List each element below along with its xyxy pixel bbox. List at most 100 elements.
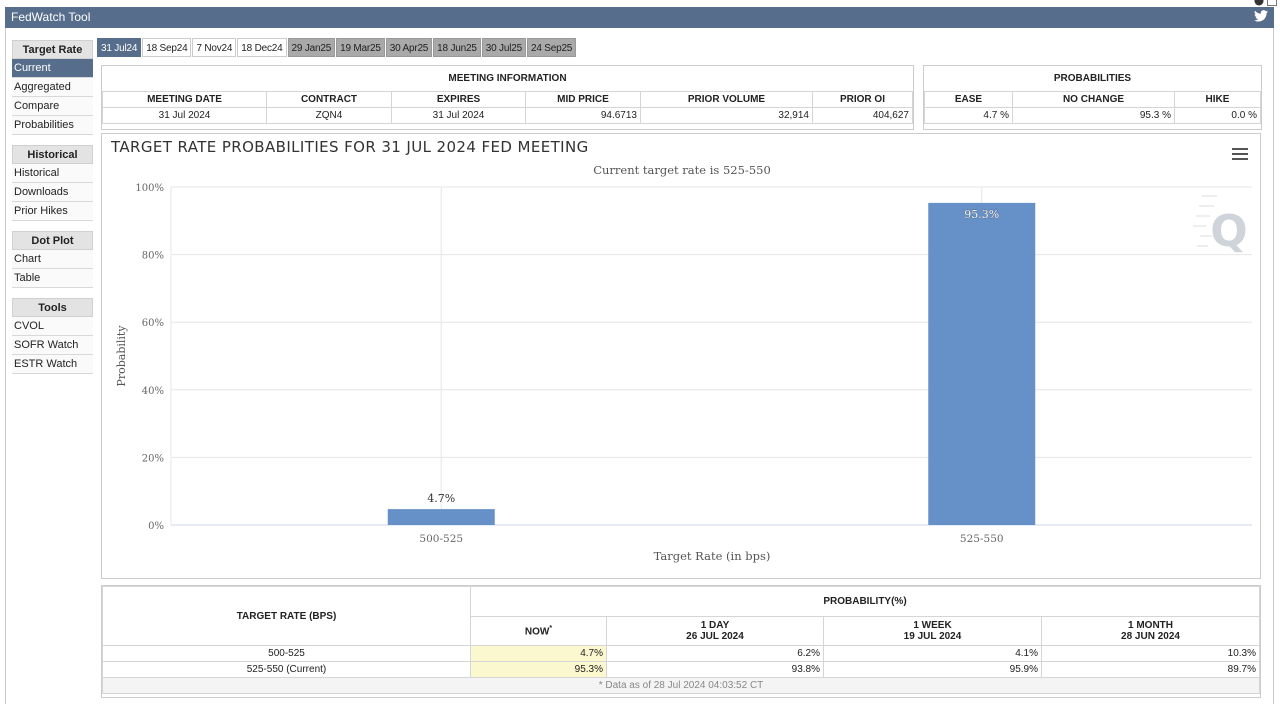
meeting-information-title: MEETING INFORMATION — [448, 73, 567, 84]
col-target-rate-bps: TARGET RATE (BPS) — [102, 586, 471, 646]
y-tick-label: 80% — [142, 251, 164, 262]
sidebar-header-historical: Historical — [12, 145, 93, 164]
probability-header: PROBABILITY(%) — [470, 586, 1260, 617]
col-no-change: NO CHANGE — [1012, 91, 1175, 108]
y-axis-label: Probability — [115, 325, 128, 387]
no-change-value: 95.3 % — [1012, 107, 1175, 124]
sidebar-item-estr-watch[interactable]: ESTR Watch — [12, 355, 93, 374]
table-row: 500-525 4.7% 6.2% 4.1% 10.3% — [102, 645, 1260, 662]
tab-18-dec24[interactable]: 18 Dec24 — [237, 38, 287, 57]
probabilities-title: PROBABILITIES — [1053, 73, 1132, 84]
window-icon[interactable] — [1267, 0, 1277, 6]
row-1-day: 93.8% — [606, 661, 824, 678]
col-contract: CONTRACT — [266, 91, 392, 108]
col-meeting-date: MEETING DATE — [102, 91, 267, 108]
x-tick-label: 500-525 — [419, 533, 463, 545]
row-1-month: 10.3% — [1041, 645, 1260, 662]
tab-7-nov24[interactable]: 7 Nov24 — [192, 38, 237, 57]
col-expires: EXPIRES — [391, 91, 526, 108]
sidebar-item-table[interactable]: Table — [12, 269, 93, 288]
meeting-information-table: MEETING DATE CONTRACT EXPIRES MID PRICE … — [102, 91, 913, 124]
sidebar-item-probabilities[interactable]: Probabilities — [12, 116, 93, 135]
probability-chart: Current target rate is 525-550 Q 4.7% 95.… — [115, 163, 1252, 563]
bar-525-550 — [928, 202, 1036, 526]
help-icon[interactable] — [1254, 0, 1264, 6]
chart-ticks: 0% 20% 40% 60% 80% 100% 500-525 525-550 — [135, 183, 1003, 545]
hamburger-menu-icon[interactable] — [1232, 148, 1248, 160]
tab-29-jan25[interactable]: 29 Jan25 — [287, 38, 336, 57]
mid-price-value: 94.6713 — [525, 107, 641, 124]
window-top-strip — [0, 0, 1280, 7]
y-tick-label: 20% — [142, 453, 164, 464]
sidebar-item-downloads[interactable]: Downloads — [12, 183, 93, 202]
chart-watermark-icon: Q — [1193, 195, 1248, 257]
twitter-icon[interactable] — [1254, 10, 1268, 22]
data-timestamp-footnote: * Data as of 28 Jul 2024 04:03:52 CT — [102, 677, 1260, 694]
tab-31-jul24[interactable]: 31 Jul24 — [97, 38, 142, 57]
table-row: 525-550 (Current) 95.3% 93.8% 95.9% 89.7… — [102, 661, 1260, 678]
probability-history-table: TARGET RATE (BPS) PROBABILITY(%) NOW* 1 … — [102, 586, 1260, 694]
meeting-date-value: 31 Jul 2024 — [102, 107, 267, 124]
sidebar-item-sofr-watch[interactable]: SOFR Watch — [12, 336, 93, 355]
bar-500-525 — [387, 509, 495, 525]
meeting-tabs: 31 Jul24 18 Sep24 7 Nov24 18 Dec24 29 Ja… — [97, 38, 577, 57]
prior-volume-value: 32,914 — [640, 107, 813, 124]
row-rate: 500-525 — [102, 645, 471, 662]
x-axis-label: Target Rate (in bps) — [654, 549, 771, 563]
app-title: FedWatch Tool — [11, 10, 91, 24]
watermark-letter: Q — [1210, 206, 1247, 257]
row-1-day: 6.2% — [606, 645, 824, 662]
tab-30-apr25[interactable]: 30 Apr25 — [385, 38, 433, 57]
y-tick-label: 60% — [142, 318, 164, 329]
probability-history-panel: TARGET RATE (BPS) PROBABILITY(%) NOW* 1 … — [101, 585, 1261, 698]
meeting-information-panel: MEETING INFORMATION MEETING DATE CONTRAC… — [101, 65, 914, 130]
hike-value: 0.0 % — [1174, 107, 1261, 124]
sidebar-item-aggregated[interactable]: Aggregated — [12, 78, 93, 97]
row-rate: 525-550 (Current) — [102, 661, 471, 678]
row-1-week: 4.1% — [823, 645, 1042, 662]
col-1-month: 1 MONTH 28 JUN 2024 — [1041, 616, 1260, 646]
col-mid-price: MID PRICE — [525, 91, 641, 108]
tab-19-mar25[interactable]: 19 Mar25 — [336, 38, 385, 57]
y-tick-label: 100% — [135, 183, 164, 194]
tab-18-jun25[interactable]: 18 Jun25 — [433, 38, 481, 57]
ease-value: 4.7 % — [924, 107, 1013, 124]
sidebar: Target Rate Current Aggregated Compare P… — [12, 40, 93, 374]
sidebar-item-chart[interactable]: Chart — [12, 250, 93, 269]
tab-18-sep24[interactable]: 18 Sep24 — [142, 38, 192, 57]
data-label-525-550: 95.3% — [964, 208, 999, 221]
probabilities-table: EASE NO CHANGE HIKE 4.7 % 95.3 % 0.0 % — [924, 91, 1261, 124]
probability-chart-panel: TARGET RATE PROBABILITIES FOR 31 JUL 202… — [101, 133, 1261, 579]
probabilities-panel: PROBABILITIES EASE NO CHANGE HIKE 4.7 % … — [923, 65, 1262, 130]
col-1-week: 1 WEEK 19 JUL 2024 — [823, 616, 1042, 646]
app-title-bar: FedWatch Tool — [5, 7, 1274, 28]
row-1-week: 95.9% — [823, 661, 1042, 678]
sidebar-header-target-rate: Target Rate — [12, 40, 93, 59]
x-tick-label: 525-550 — [960, 533, 1004, 545]
row-1-month: 89.7% — [1041, 661, 1260, 678]
col-hike: HIKE — [1174, 91, 1261, 108]
row-now: 4.7% — [470, 645, 607, 662]
sidebar-item-compare[interactable]: Compare — [12, 97, 93, 116]
sidebar-header-tools: Tools — [12, 298, 93, 317]
col-prior-oi: PRIOR OI — [812, 91, 913, 108]
prior-oi-value: 404,627 — [812, 107, 913, 124]
chart-title: TARGET RATE PROBABILITIES FOR 31 JUL 202… — [111, 138, 589, 156]
sidebar-item-current[interactable]: Current — [12, 59, 93, 78]
y-tick-label: 0% — [148, 521, 164, 532]
sidebar-item-cvol[interactable]: CVOL — [12, 317, 93, 336]
sidebar-header-dot-plot: Dot Plot — [12, 231, 93, 250]
tab-30-jul25[interactable]: 30 Jul25 — [481, 38, 526, 57]
contract-value: ZQN4 — [266, 107, 392, 124]
col-prior-volume: PRIOR VOLUME — [640, 91, 813, 108]
sidebar-item-prior-hikes[interactable]: Prior Hikes — [12, 202, 93, 221]
col-1-day: 1 DAY 26 JUL 2024 — [606, 616, 824, 646]
tab-24-sep25[interactable]: 24 Sep25 — [526, 38, 577, 57]
chart-grid — [170, 186, 1252, 526]
sidebar-item-historical[interactable]: Historical — [12, 164, 93, 183]
y-tick-label: 40% — [142, 386, 164, 397]
chart-subtitle: Current target rate is 525-550 — [593, 163, 771, 177]
chart-bars: 4.7% 95.3% — [387, 202, 1036, 526]
col-ease: EASE — [924, 91, 1013, 108]
data-label-500-525: 4.7% — [427, 492, 455, 505]
